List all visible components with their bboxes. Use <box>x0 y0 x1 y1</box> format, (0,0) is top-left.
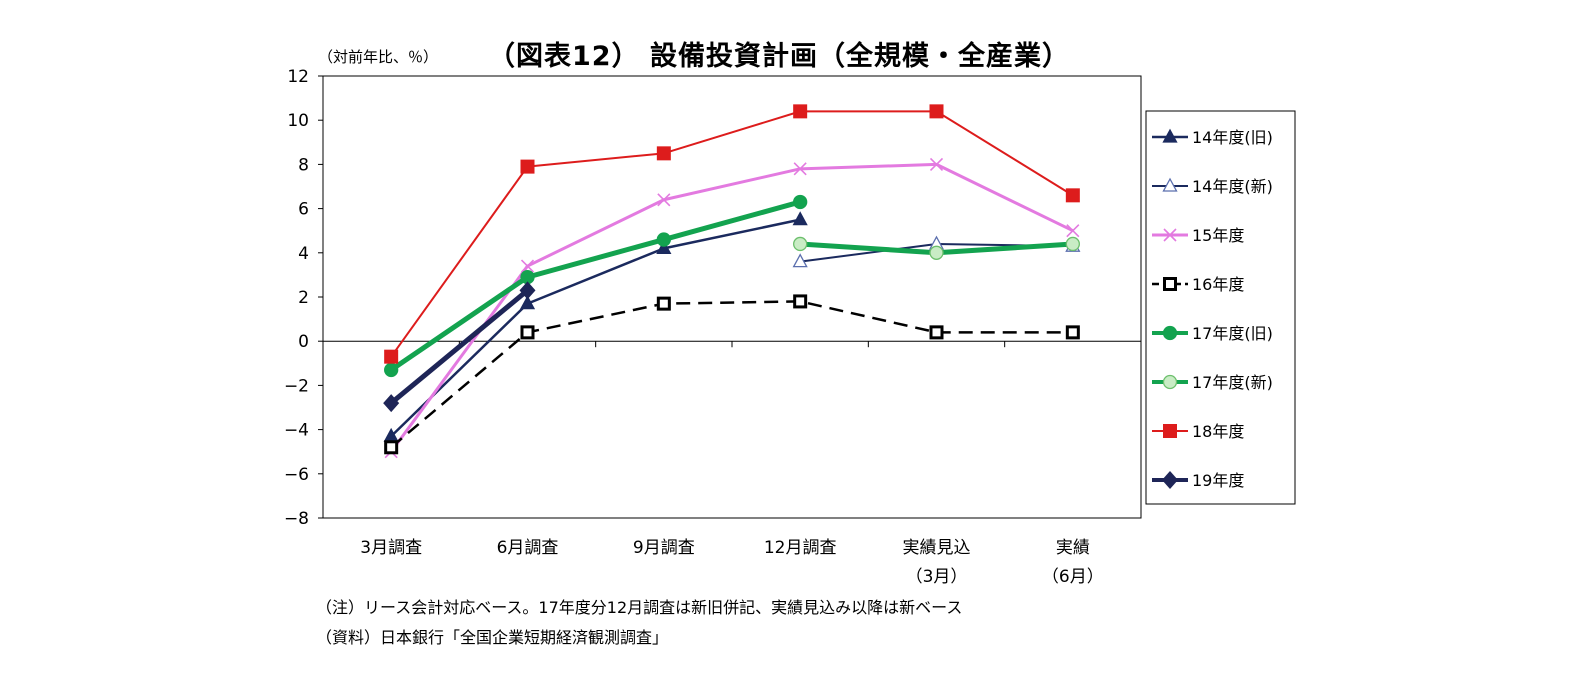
series-1-point <box>792 211 808 226</box>
series-4-point <box>520 325 535 340</box>
series-3-point <box>793 162 807 176</box>
x-tick-label: 9月調査 <box>633 538 695 558</box>
series-7-point <box>929 104 944 119</box>
y-tick-label: −2 <box>284 376 309 396</box>
legend-swatch-marker <box>1163 277 1177 291</box>
legend-swatch-marker <box>1162 325 1178 341</box>
y-tick-label: 4 <box>298 244 309 264</box>
x-tick-label: 3月調査 <box>360 538 422 558</box>
plot-area <box>322 75 1142 519</box>
legend-box <box>1145 110 1296 505</box>
series-3-line <box>389 162 1074 453</box>
legend-label: 18年度 <box>1192 422 1244 441</box>
y-tick-label: 2 <box>298 288 309 308</box>
legend-label: 14年度(新) <box>1192 177 1273 196</box>
series-7-point <box>1065 188 1080 203</box>
series-7-point <box>656 146 671 161</box>
legend-swatch-marker <box>1162 128 1178 143</box>
legend-label: 19年度 <box>1192 471 1244 490</box>
legend-swatch-marker <box>1163 424 1177 438</box>
series-4-point <box>1065 325 1080 340</box>
series-3-point <box>1066 224 1080 238</box>
legend-swatch-marker <box>1162 177 1178 192</box>
chart-note: （注）リース会計対応ベース。17年度分12月調査は新旧併記、実績見込み以降は新ベ… <box>316 598 963 617</box>
series-1-point <box>519 295 536 310</box>
series-6-point <box>929 245 944 260</box>
series-7-point <box>384 349 399 364</box>
series-1-line <box>390 218 801 438</box>
x-tick-label: 実績見込 <box>903 538 971 558</box>
y-tick-label: 12 <box>287 67 309 87</box>
series-7-point <box>520 159 535 174</box>
series-3-point <box>657 193 671 207</box>
series-3-point <box>520 259 535 273</box>
series-4-point <box>929 325 944 340</box>
chart-title: （図表12） 設備投資計画（全規模・全産業） <box>488 41 1070 72</box>
legend-swatch-marker <box>1162 471 1178 489</box>
series-2-point <box>792 253 808 268</box>
series-3-point <box>929 157 944 171</box>
x-tick-label: （6月） <box>1042 567 1104 587</box>
series-5-point <box>384 362 399 378</box>
series-4-point <box>384 440 399 455</box>
series-6-point <box>793 236 808 252</box>
series-7-line <box>390 110 1074 358</box>
series-5-line <box>389 199 801 372</box>
series-4-point <box>656 296 671 311</box>
y-tick-label: −4 <box>284 421 309 441</box>
series-8-line <box>389 288 530 406</box>
series-5-point <box>793 194 808 210</box>
x-tick-label: （3月） <box>906 567 968 587</box>
series-1-point <box>656 240 672 255</box>
series-6-point <box>1065 236 1080 252</box>
y-axis-unit-label: （対前年比、％） <box>318 48 439 66</box>
legend-label: 17年度(旧) <box>1192 324 1273 343</box>
legend-label: 14年度(旧) <box>1192 128 1273 147</box>
series-7-point <box>793 104 808 119</box>
series-5-point <box>656 232 671 247</box>
x-tick-label: 6月調査 <box>497 538 559 558</box>
legend-label: 17年度(新) <box>1192 373 1273 392</box>
legend-label: 16年度 <box>1192 275 1244 294</box>
y-tick-label: 0 <box>298 332 309 352</box>
x-tick-label: 実績 <box>1056 538 1090 558</box>
chart-source: （資料）日本銀行「全国企業短期経済観測調査」 <box>316 628 669 647</box>
y-tick-label: −8 <box>284 509 309 529</box>
legend-label: 15年度 <box>1192 226 1244 245</box>
y-tick-label: 6 <box>298 200 309 220</box>
y-tick-label: 8 <box>298 155 309 175</box>
legend-swatch-marker <box>1162 374 1178 390</box>
y-tick-label: −6 <box>284 465 309 485</box>
y-tick-label: 10 <box>287 111 309 131</box>
series-4-line <box>390 300 1073 449</box>
series-4-point <box>793 294 808 309</box>
series-8-point <box>519 281 536 300</box>
x-tick-label: 12月調査 <box>764 538 837 558</box>
series-8-point <box>383 394 400 413</box>
legend-swatch-marker <box>1163 228 1177 242</box>
